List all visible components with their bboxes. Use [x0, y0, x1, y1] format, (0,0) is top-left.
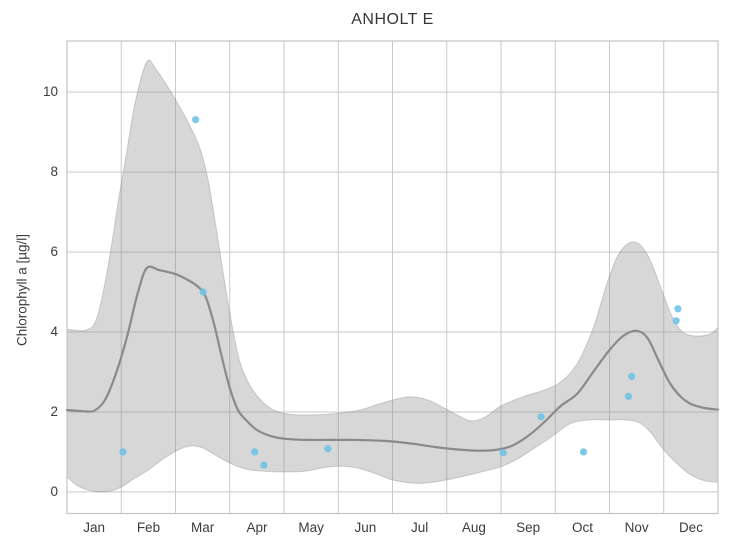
observation-point	[579, 448, 588, 456]
x-tick-label: Jul	[411, 520, 429, 535]
observation-point	[537, 413, 545, 421]
x-tick-label: Mar	[191, 520, 215, 535]
y-tick-label: 8	[50, 164, 58, 180]
x-tick-label: Feb	[136, 520, 161, 535]
observation-point	[260, 461, 268, 469]
x-tick-label: Nov	[624, 520, 649, 535]
y-tick-label: 6	[50, 244, 58, 260]
x-tick-label: Jan	[83, 520, 106, 535]
observation-point	[251, 448, 259, 456]
x-tick-label: Aug	[461, 520, 486, 535]
observation-point	[119, 448, 127, 456]
y-tick-label: 2	[50, 404, 58, 419]
observation-point	[199, 288, 207, 296]
y-tick-label: 0	[50, 483, 58, 499]
plot-border	[66, 40, 719, 515]
observation-point	[672, 317, 680, 325]
observation-point	[192, 116, 200, 124]
observation-point	[628, 372, 636, 380]
mean-line	[65, 265, 720, 452]
observation-point	[624, 392, 633, 400]
observation-point	[324, 445, 332, 453]
observation-point	[499, 449, 507, 457]
x-tick-label: Dec	[678, 520, 703, 535]
y-tick-label: 10	[42, 84, 58, 100]
y-tick-label: 4	[50, 324, 58, 339]
chart-title: ANHOLT E	[351, 11, 434, 28]
x-tick-label: May	[298, 520, 324, 535]
observation-point	[674, 305, 682, 313]
x-tick-label: Jun	[354, 520, 377, 535]
x-tick-label: Oct	[571, 520, 593, 535]
x-tick-label: Apr	[246, 520, 268, 535]
x-tick-label: Sep	[516, 520, 541, 535]
